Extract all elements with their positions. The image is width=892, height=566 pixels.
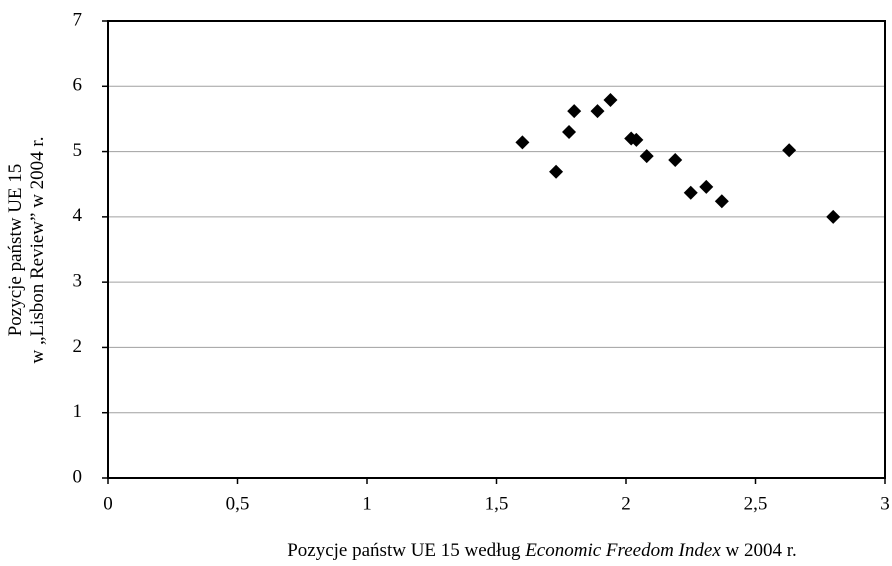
y-tick-label: 4 <box>73 205 83 226</box>
point <box>567 104 582 119</box>
point <box>639 149 654 164</box>
point <box>603 92 618 107</box>
point <box>782 143 797 158</box>
y-axis-label-line: Pozycje państw UE 15 <box>5 164 26 337</box>
y-tick-label: 2 <box>73 336 83 357</box>
point <box>714 194 729 209</box>
x-axis-label-part: w 2004 r. <box>721 540 797 561</box>
point <box>826 209 841 224</box>
x-axis-label-part: Economic Freedom Index <box>524 540 721 561</box>
point <box>590 104 605 119</box>
x-tick-label: 0,5 <box>226 493 250 514</box>
y-tick-label: 3 <box>73 271 83 292</box>
point <box>699 179 714 194</box>
plot-frame <box>107 20 886 479</box>
point <box>562 124 577 139</box>
x-tick-label: 3 <box>880 493 890 514</box>
x-tick-label: 1,5 <box>485 493 509 514</box>
x-axis-label-part: Pozycje państw UE 15 według <box>287 540 525 561</box>
point <box>683 185 698 200</box>
point <box>549 164 564 179</box>
x-tick-label: 2,5 <box>744 493 768 514</box>
x-tick-label: 2 <box>621 493 631 514</box>
x-tick-label: 1 <box>362 493 372 514</box>
x-axis-label: Pozycje państw UE 15 według Economic Fre… <box>287 540 797 561</box>
y-tick-label: 6 <box>73 75 83 96</box>
x-tick-label: 0 <box>103 493 113 514</box>
y-tick-label: 5 <box>73 140 83 161</box>
y-tick-label: 1 <box>73 401 83 422</box>
point <box>629 132 644 147</box>
point <box>668 153 683 168</box>
y-axis-label-line: w „Lisbon Review” w 2004 r. <box>27 137 48 364</box>
y-axis-label: Pozycje państw UE 15w „Lisbon Review” w … <box>5 137 48 364</box>
y-tick-label: 7 <box>73 9 83 30</box>
y-tick-label: 0 <box>73 466 83 487</box>
point <box>515 135 530 150</box>
